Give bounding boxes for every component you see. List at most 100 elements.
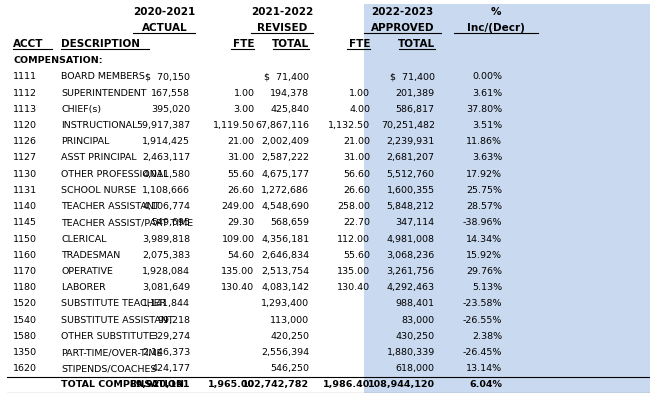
Text: COMPENSATION:: COMPENSATION: xyxy=(13,56,102,65)
Text: 55.60: 55.60 xyxy=(227,170,254,179)
Text: FTE: FTE xyxy=(233,39,254,50)
Text: 329,274: 329,274 xyxy=(151,332,190,341)
Text: 1150: 1150 xyxy=(13,235,37,243)
Text: 2,239,931: 2,239,931 xyxy=(386,137,435,146)
Text: 11.86%: 11.86% xyxy=(466,137,503,146)
Text: 1,293,400: 1,293,400 xyxy=(261,299,309,308)
Text: 17.92%: 17.92% xyxy=(466,170,503,179)
Text: CHIEF(s): CHIEF(s) xyxy=(61,105,101,114)
Text: 549,695: 549,695 xyxy=(151,218,190,227)
Text: 201,389: 201,389 xyxy=(396,89,435,98)
Text: 25.75%: 25.75% xyxy=(466,186,503,195)
Text: 347,114: 347,114 xyxy=(396,218,435,227)
Text: 2.38%: 2.38% xyxy=(472,332,503,341)
Text: 135.00: 135.00 xyxy=(337,267,371,276)
Text: 1.00: 1.00 xyxy=(350,89,371,98)
Text: 21.00: 21.00 xyxy=(344,137,371,146)
Text: 1580: 1580 xyxy=(13,332,37,341)
Text: 108,944,120: 108,944,120 xyxy=(368,380,435,389)
Text: 70,251,482: 70,251,482 xyxy=(381,121,435,130)
Text: -23.58%: -23.58% xyxy=(463,299,503,308)
Text: 1,880,339: 1,880,339 xyxy=(386,348,435,357)
Text: 130.40: 130.40 xyxy=(337,283,371,292)
Text: 59,917,387: 59,917,387 xyxy=(136,121,190,130)
Text: 135.00: 135.00 xyxy=(221,267,254,276)
Text: 4,106,774: 4,106,774 xyxy=(142,202,190,211)
Text: TRADESMAN: TRADESMAN xyxy=(61,251,120,260)
Text: TOTAL: TOTAL xyxy=(397,39,435,50)
Text: 1520: 1520 xyxy=(13,299,37,308)
Text: OTHER PROFESSIONAL: OTHER PROFESSIONAL xyxy=(61,170,169,179)
Text: 2,681,207: 2,681,207 xyxy=(387,154,435,162)
Text: 21.00: 21.00 xyxy=(227,137,254,146)
Text: 1131: 1131 xyxy=(13,186,37,195)
Text: 1,928,084: 1,928,084 xyxy=(142,267,190,276)
Text: 109.00: 109.00 xyxy=(221,235,254,243)
Text: 2,513,754: 2,513,754 xyxy=(261,267,309,276)
Text: PRINCIPAL: PRINCIPAL xyxy=(61,137,110,146)
Text: -26.55%: -26.55% xyxy=(463,316,503,325)
Text: 89,920,191: 89,920,191 xyxy=(129,380,190,389)
Text: %: % xyxy=(491,7,501,17)
Text: 3,068,236: 3,068,236 xyxy=(386,251,435,260)
Text: 618,000: 618,000 xyxy=(396,364,435,373)
Text: 568,659: 568,659 xyxy=(270,218,309,227)
Text: 1180: 1180 xyxy=(13,283,37,292)
Text: 1160: 1160 xyxy=(13,251,37,260)
Text: DESCRIPTION: DESCRIPTION xyxy=(61,39,141,50)
Text: 4,981,008: 4,981,008 xyxy=(387,235,435,243)
Text: 1,108,666: 1,108,666 xyxy=(142,186,190,195)
Text: FTE: FTE xyxy=(349,39,371,50)
Text: 3.61%: 3.61% xyxy=(472,89,503,98)
Text: 249.00: 249.00 xyxy=(221,202,254,211)
Text: 4,011,580: 4,011,580 xyxy=(142,170,190,179)
Text: 4,548,690: 4,548,690 xyxy=(261,202,309,211)
Text: 5,512,760: 5,512,760 xyxy=(387,170,435,179)
Text: SUBSTITUTE TEACHER: SUBSTITUTE TEACHER xyxy=(61,299,166,308)
Text: 29.30: 29.30 xyxy=(227,218,254,227)
Text: 586,817: 586,817 xyxy=(396,105,435,114)
Text: ASST PRINCIPAL: ASST PRINCIPAL xyxy=(61,154,137,162)
Text: 395,020: 395,020 xyxy=(151,105,190,114)
Text: 430,250: 430,250 xyxy=(396,332,435,341)
Text: 1170: 1170 xyxy=(13,267,37,276)
Text: 28.57%: 28.57% xyxy=(466,202,503,211)
Text: 1350: 1350 xyxy=(13,348,37,357)
Text: 3,261,756: 3,261,756 xyxy=(386,267,435,276)
Text: 3.00: 3.00 xyxy=(233,105,254,114)
Text: ACTUAL: ACTUAL xyxy=(141,23,187,33)
Text: 83,000: 83,000 xyxy=(401,316,435,325)
Text: 113,000: 113,000 xyxy=(270,316,309,325)
Text: 1620: 1620 xyxy=(13,364,37,373)
Text: 1111: 1111 xyxy=(13,72,37,81)
Text: 2,463,117: 2,463,117 xyxy=(142,154,190,162)
Text: OPERATIVE: OPERATIVE xyxy=(61,267,113,276)
Text: 15.92%: 15.92% xyxy=(466,251,503,260)
Text: 26.60: 26.60 xyxy=(227,186,254,195)
Text: -26.45%: -26.45% xyxy=(463,348,503,357)
Text: 5,848,212: 5,848,212 xyxy=(387,202,435,211)
Text: 425,840: 425,840 xyxy=(270,105,309,114)
Text: INSTRUCTIONAL: INSTRUCTIONAL xyxy=(61,121,138,130)
Text: TEACHER ASSIST/PART TIME: TEACHER ASSIST/PART TIME xyxy=(61,218,193,227)
Text: 1120: 1120 xyxy=(13,121,37,130)
Text: $  70,150: $ 70,150 xyxy=(145,72,190,81)
Text: 1112: 1112 xyxy=(13,89,37,98)
Text: PART-TIME/OVER-TIME: PART-TIME/OVER-TIME xyxy=(61,348,163,357)
Text: 546,250: 546,250 xyxy=(270,364,309,373)
Text: 4,292,463: 4,292,463 xyxy=(386,283,435,292)
Text: 2,556,394: 2,556,394 xyxy=(261,348,309,357)
Text: 37.80%: 37.80% xyxy=(466,105,503,114)
Text: CLERICAL: CLERICAL xyxy=(61,235,107,243)
Text: 1,600,355: 1,600,355 xyxy=(386,186,435,195)
Bar xyxy=(364,4,650,393)
Text: 424,177: 424,177 xyxy=(151,364,190,373)
Text: 6.04%: 6.04% xyxy=(470,380,503,389)
Text: 1,986.40: 1,986.40 xyxy=(323,380,371,389)
Text: 130.40: 130.40 xyxy=(221,283,254,292)
Text: TEACHER ASSISTANT: TEACHER ASSISTANT xyxy=(61,202,160,211)
Text: 194,378: 194,378 xyxy=(270,89,309,98)
Text: 4,675,177: 4,675,177 xyxy=(261,170,309,179)
Text: 1,272,686: 1,272,686 xyxy=(261,186,309,195)
Text: TOTAL COMPENSATION: TOTAL COMPENSATION xyxy=(61,380,185,389)
